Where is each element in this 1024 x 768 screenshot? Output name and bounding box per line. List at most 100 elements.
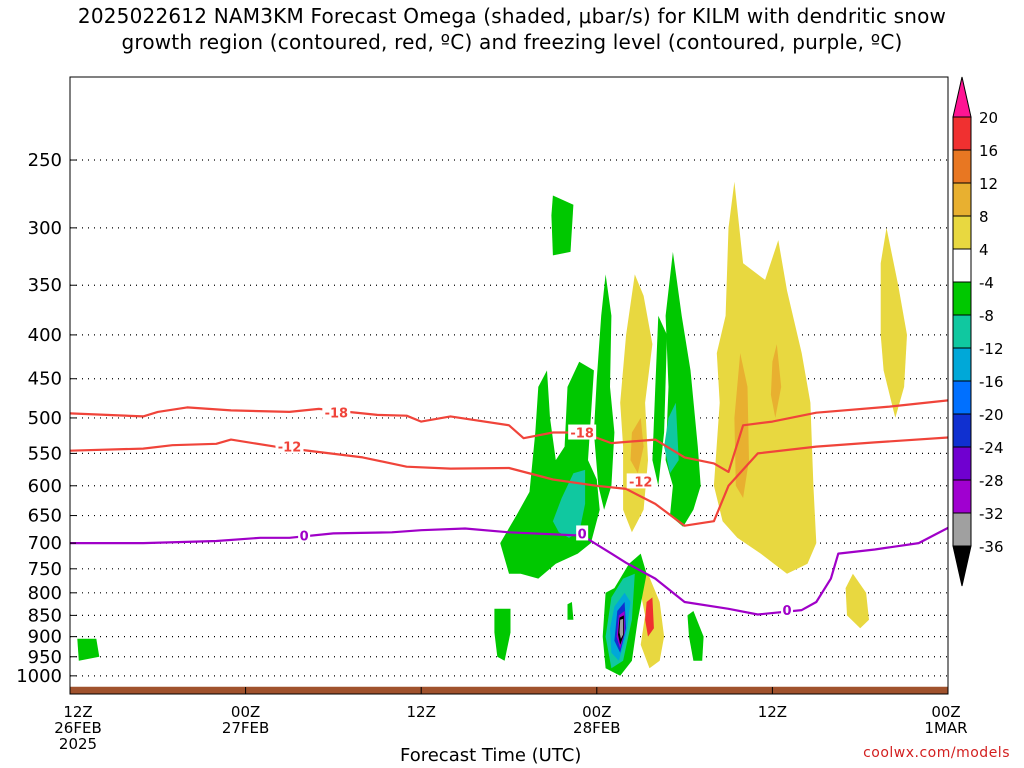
shade-yellow-far-right bbox=[880, 227, 907, 418]
colorbar-label-1: 16 bbox=[979, 142, 998, 160]
contour-labels: -18 -18 -12 -12 0 0 0 bbox=[275, 404, 794, 619]
colorbar-segment-7 bbox=[952, 347, 972, 382]
contour-label-bg-5 bbox=[576, 525, 589, 541]
y-tick-label-700: 700 bbox=[28, 533, 62, 554]
colorbar-label-0: 20 bbox=[979, 109, 998, 127]
shade-yellow-mid bbox=[620, 274, 653, 533]
contour-label-bg-6 bbox=[781, 602, 794, 618]
colorbar-label-2: 12 bbox=[979, 175, 998, 193]
colorbar-top-triangle bbox=[952, 76, 972, 118]
x-tick-label-1-1: 27FEB bbox=[222, 719, 269, 737]
colorbar: 20 16 12 8 4 -4 -8 -12 -16 -20 -24 -28 -32 -36 bbox=[952, 76, 1004, 587]
colorbar-segment-0 bbox=[952, 116, 972, 151]
contour-label-bg-2 bbox=[275, 438, 304, 454]
colorbar-label-6: -8 bbox=[979, 307, 994, 325]
colorbar-label-4: 4 bbox=[979, 241, 989, 259]
contour-label-bg-1 bbox=[568, 424, 597, 440]
x-tick-label-0-2: 2025 bbox=[59, 735, 97, 753]
contour-label-0: -18 bbox=[325, 407, 349, 422]
x-tick-label-3-0: 00Z bbox=[582, 703, 611, 721]
y-tick-label-300: 300 bbox=[28, 218, 62, 239]
y-tick-label-950: 950 bbox=[28, 647, 62, 668]
y-tick-label-900: 900 bbox=[28, 627, 62, 648]
shade-ground bbox=[70, 686, 948, 694]
shade-green-small-c bbox=[567, 602, 574, 620]
x-tick-label-3-1: 28FEB bbox=[573, 719, 620, 737]
y-tick-label-750: 750 bbox=[28, 559, 62, 580]
shade-green-mid1 bbox=[593, 274, 615, 510]
contour-label-1: -18 bbox=[570, 427, 594, 442]
colorbar-segment-4 bbox=[952, 248, 972, 283]
contour-line-dgz-0 bbox=[70, 399, 948, 473]
chart-title-line-1: 2025022612 NAM3KM Forecast Omega (shaded… bbox=[77, 4, 947, 28]
colorbar-bottom-triangle bbox=[952, 545, 972, 587]
x-tick-label-5-0: 00Z bbox=[931, 703, 960, 721]
y-tick-label-650: 650 bbox=[28, 506, 62, 527]
y-tick-label-450: 450 bbox=[28, 369, 62, 390]
shade-green-small-b bbox=[77, 638, 100, 661]
shade-teal-left bbox=[552, 469, 586, 538]
colorbar-segment-2 bbox=[952, 182, 972, 217]
shade-yellow-lower-right bbox=[845, 573, 869, 629]
shade-gray-lower-core bbox=[619, 618, 624, 639]
colorbar-label-13: -36 bbox=[979, 538, 1004, 556]
y-tick-label-850: 850 bbox=[28, 605, 62, 626]
shade-teal-tall bbox=[664, 402, 679, 474]
colorbar-label-10: -24 bbox=[979, 439, 1004, 457]
chart-title-line-2: growth region (contoured, red, ºC) and f… bbox=[121, 30, 903, 54]
site-credit: coolwx.com/models bbox=[863, 745, 1010, 761]
x-tick-label-0-0: 12Z bbox=[63, 703, 92, 721]
y-tick-label-1000: 1000 bbox=[16, 666, 62, 687]
shade-orange-right bbox=[734, 353, 749, 498]
y-tick-label-550: 550 bbox=[28, 443, 62, 464]
contour-label-3: -12 bbox=[629, 475, 653, 490]
colorbar-label-7: -12 bbox=[979, 340, 1004, 358]
colorbar-segment-10 bbox=[952, 446, 972, 481]
x-tick-label-1-0: 00Z bbox=[231, 703, 260, 721]
colorbar-label-5: -4 bbox=[979, 274, 994, 292]
contour-label-4: 0 bbox=[300, 530, 309, 545]
contour-line-dgz-1 bbox=[70, 436, 948, 527]
contour-label-6: 0 bbox=[783, 604, 792, 619]
colorbar-segment-6 bbox=[952, 314, 972, 349]
shade-green-small-d bbox=[687, 611, 704, 661]
colorbar-segment-12 bbox=[952, 512, 972, 547]
y-tick-label-400: 400 bbox=[28, 325, 62, 346]
colorbar-segment-5 bbox=[952, 281, 972, 316]
colorbar-segment-3 bbox=[952, 215, 972, 250]
colorbar-label-12: -32 bbox=[979, 505, 1004, 523]
contour-label-bg-3 bbox=[626, 473, 655, 489]
shade-green-topleft bbox=[551, 195, 574, 256]
colorbar-label-9: -20 bbox=[979, 406, 1004, 424]
contour-line-freezing-2 bbox=[70, 526, 948, 616]
contour-label-2: -12 bbox=[278, 441, 302, 456]
shade-orange-mid bbox=[630, 417, 644, 474]
y-axis-ticks: 2503003504004505005506006507007508008509… bbox=[16, 150, 76, 687]
shade-orange-right2 bbox=[770, 344, 782, 418]
contour-label-bg-0 bbox=[322, 404, 351, 420]
x-tick-label-0-1: 26FEB bbox=[54, 719, 101, 737]
colorbar-segment-1 bbox=[952, 149, 972, 184]
colorbar-label-3: 8 bbox=[979, 208, 989, 226]
plot-frame bbox=[69, 76, 949, 695]
y-tick-label-350: 350 bbox=[28, 275, 62, 296]
colorbar-label-11: -28 bbox=[979, 472, 1004, 490]
shade-red-lower-mid bbox=[645, 597, 654, 637]
x-tick-label-4-0: 12Z bbox=[758, 703, 787, 721]
contour-label-5: 0 bbox=[578, 527, 587, 542]
colorbar-segment-11 bbox=[952, 479, 972, 514]
colorbar-segment-8 bbox=[952, 380, 972, 415]
y-tick-label-800: 800 bbox=[28, 583, 62, 604]
colorbar-segment-9 bbox=[952, 413, 972, 448]
x-tick-label-2-0: 12Z bbox=[407, 703, 436, 721]
contour-label-bg-4 bbox=[298, 527, 311, 543]
y-tick-label-600: 600 bbox=[28, 476, 62, 497]
colorbar-label-8: -16 bbox=[979, 373, 1004, 391]
shade-green-mid2 bbox=[652, 315, 667, 486]
contour-lines bbox=[70, 399, 948, 616]
x-axis-title: Forecast Time (UTC) bbox=[400, 745, 582, 766]
x-tick-label-5-1: 1MAR bbox=[924, 719, 967, 737]
y-tick-label-250: 250 bbox=[28, 150, 62, 171]
